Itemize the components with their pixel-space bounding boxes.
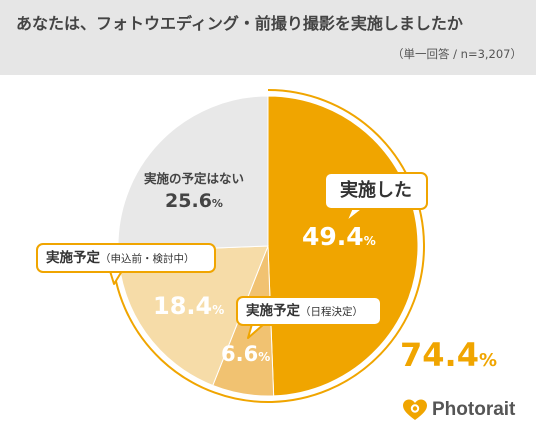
label-considering-main: 実施予定 bbox=[46, 250, 100, 266]
brand-logo: Photorait bbox=[402, 398, 515, 422]
header: あなたは、フォトウエディング・前撮り撮影を実施しましたか （単一回答 / n=3… bbox=[0, 0, 536, 75]
label-scheduled-sub: （日程決定） bbox=[300, 306, 363, 318]
implemented-ring bbox=[111, 89, 425, 403]
callout-scheduled: 実施予定（日程決定） bbox=[236, 296, 382, 326]
sample-note: （単一回答 / n=3,207） bbox=[391, 47, 522, 61]
label-done: 実施した bbox=[340, 180, 412, 201]
value-done: 49.4% bbox=[302, 222, 376, 251]
callout-done: 実施した bbox=[324, 172, 428, 210]
total-value: 74.4% bbox=[400, 336, 497, 374]
heart-camera-icon bbox=[403, 399, 427, 420]
callout-considering: 実施予定（申込前・検討中） bbox=[36, 243, 216, 273]
label-scheduled-main: 実施予定 bbox=[246, 303, 300, 319]
value-considering: 18.4% bbox=[153, 292, 225, 320]
label-considering-sub: （申込前・検討中） bbox=[100, 253, 195, 265]
value-none: 25.6% bbox=[165, 190, 223, 212]
brand-name: Photorait bbox=[432, 399, 516, 420]
label-none: 実施の予定はない bbox=[143, 171, 244, 186]
slice-none bbox=[117, 95, 269, 253]
value-scheduled: 6.6% bbox=[221, 342, 271, 366]
page-title: あなたは、フォトウエディング・前撮り撮影を実施しましたか bbox=[16, 14, 463, 33]
